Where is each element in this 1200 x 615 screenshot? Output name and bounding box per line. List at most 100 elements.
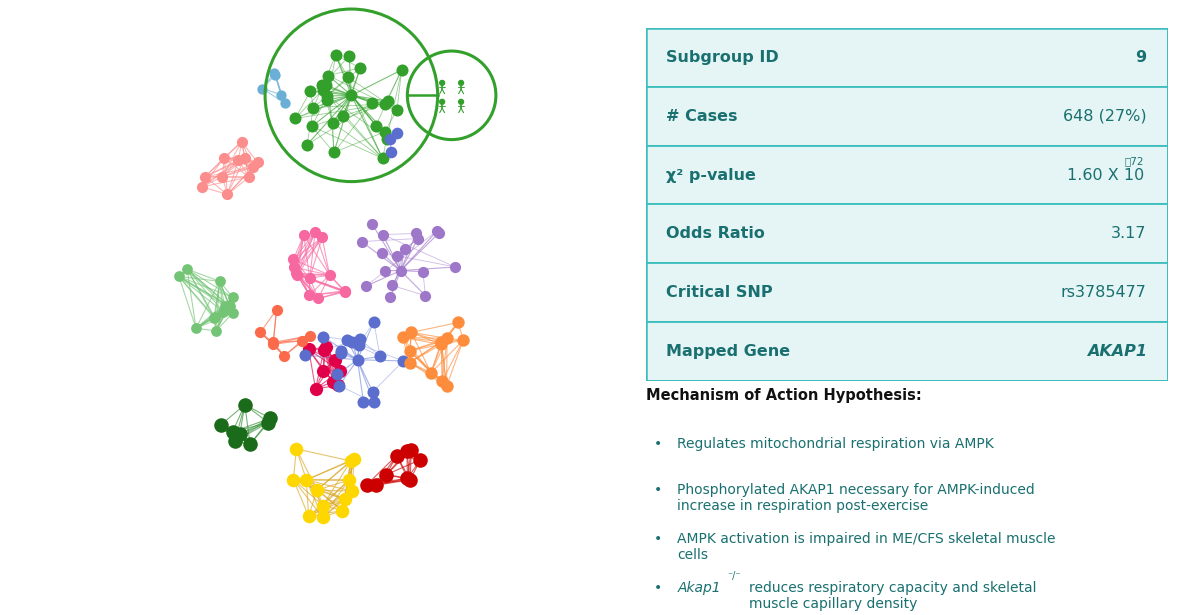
Circle shape <box>439 81 444 85</box>
Point <box>362 219 382 229</box>
Point <box>378 134 397 144</box>
Point <box>364 397 383 407</box>
Point <box>392 65 412 75</box>
Point <box>230 429 250 439</box>
Text: Regulates mitochondrial respiration via AMPK: Regulates mitochondrial respiration via … <box>677 437 994 451</box>
Point <box>340 51 359 61</box>
Point <box>259 418 278 427</box>
Point <box>391 266 410 276</box>
Point <box>226 436 245 446</box>
Point <box>294 230 313 240</box>
Point <box>232 137 251 147</box>
Point <box>318 95 337 105</box>
Point <box>306 228 325 237</box>
Point <box>253 84 272 93</box>
Point <box>376 99 395 109</box>
Point <box>205 312 224 322</box>
Point <box>302 122 322 132</box>
Circle shape <box>439 100 444 105</box>
Point <box>330 381 349 391</box>
FancyBboxPatch shape <box>646 146 1168 204</box>
Point <box>235 153 254 163</box>
Point <box>437 381 456 391</box>
Point <box>220 301 239 311</box>
Point <box>328 370 347 379</box>
Point <box>244 162 263 172</box>
Point <box>312 232 331 242</box>
Point <box>366 480 385 490</box>
Point <box>217 189 236 199</box>
Point <box>223 308 242 318</box>
Point <box>223 293 242 303</box>
Point <box>365 317 384 327</box>
Point <box>395 244 414 254</box>
Point <box>358 480 377 490</box>
Point <box>313 512 332 522</box>
Point <box>401 475 420 485</box>
Text: ⁻/⁻: ⁻/⁻ <box>727 571 740 581</box>
Point <box>275 98 294 108</box>
Point <box>275 351 294 361</box>
Point <box>307 485 326 495</box>
Point <box>220 301 239 311</box>
Point <box>402 328 421 338</box>
Point <box>366 121 385 130</box>
Point <box>348 355 367 365</box>
Circle shape <box>458 100 463 105</box>
Point <box>264 338 283 347</box>
Point <box>299 512 318 522</box>
Point <box>340 475 359 485</box>
Circle shape <box>458 81 463 85</box>
Text: Akap1: Akap1 <box>677 581 721 595</box>
Point <box>211 420 230 430</box>
Point <box>449 317 468 327</box>
Point <box>306 384 325 394</box>
Text: # Cases: # Cases <box>666 109 738 124</box>
Point <box>427 226 446 236</box>
Point <box>388 252 407 261</box>
Point <box>445 262 464 272</box>
Point <box>240 439 259 449</box>
Point <box>334 111 353 121</box>
FancyBboxPatch shape <box>646 322 1168 381</box>
Point <box>336 494 355 504</box>
Point <box>398 474 418 483</box>
Point <box>377 470 396 480</box>
Point <box>400 357 419 367</box>
Point <box>186 323 205 333</box>
Point <box>408 234 427 244</box>
Point <box>284 263 304 272</box>
Point <box>212 172 232 182</box>
Point <box>388 128 407 138</box>
Point <box>331 348 350 358</box>
Text: 9: 9 <box>1135 50 1147 65</box>
Point <box>344 454 364 464</box>
Point <box>317 80 336 90</box>
Point <box>335 287 354 297</box>
Point <box>371 352 390 362</box>
Point <box>304 103 323 113</box>
Point <box>376 127 395 137</box>
Point <box>342 90 361 100</box>
Point <box>287 268 306 278</box>
Point <box>416 291 436 301</box>
Point <box>330 366 349 376</box>
Text: χ² p-value: χ² p-value <box>666 167 756 183</box>
Text: •: • <box>654 532 661 546</box>
Point <box>317 343 336 352</box>
Point <box>324 377 343 387</box>
Point <box>410 455 430 465</box>
Point <box>235 400 254 410</box>
Text: Subgroup ID: Subgroup ID <box>666 50 779 65</box>
Text: AMPK activation is impaired in ME/CFS skeletal muscle
cells: AMPK activation is impaired in ME/CFS sk… <box>677 532 1056 562</box>
Point <box>388 451 407 461</box>
Point <box>380 134 400 144</box>
Text: Phosphorylated AKAP1 necessary for AMPK-induced
increase in respiration post-exe: Phosphorylated AKAP1 necessary for AMPK-… <box>677 483 1036 514</box>
Text: 648 (27%): 648 (27%) <box>1063 109 1147 124</box>
Point <box>388 105 407 115</box>
Text: Odds Ratio: Odds Ratio <box>666 226 766 242</box>
Point <box>394 356 413 366</box>
Point <box>196 172 215 181</box>
Text: Mapped Gene: Mapped Gene <box>666 344 791 359</box>
Point <box>354 397 373 407</box>
